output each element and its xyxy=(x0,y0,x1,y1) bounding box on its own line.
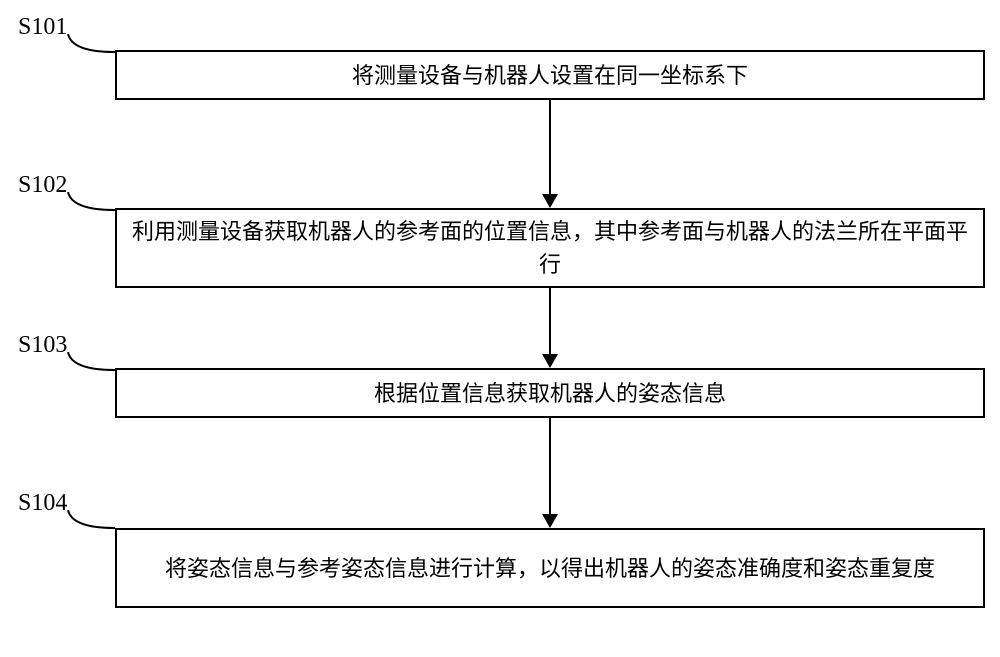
step-text-s103: 根据位置信息获取机器人的姿态信息 xyxy=(374,377,726,410)
step-text-s101: 将测量设备与机器人设置在同一坐标系下 xyxy=(352,59,748,92)
step-box-s102: 利用测量设备获取机器人的参考面的位置信息，其中参考面与机器人的法兰所在平面平行 xyxy=(115,208,985,288)
label-connector-s103 xyxy=(60,352,120,376)
arrow-head-2 xyxy=(542,354,558,368)
arrow-head-1 xyxy=(542,194,558,208)
step-box-s101: 将测量设备与机器人设置在同一坐标系下 xyxy=(115,50,985,100)
label-connector-s102 xyxy=(60,192,120,216)
label-connector-s101 xyxy=(60,34,120,58)
step-text-s102: 利用测量设备获取机器人的参考面的位置信息，其中参考面与机器人的法兰所在平面平行 xyxy=(127,215,973,281)
step-text-s104: 将姿态信息与参考姿态信息进行计算，以得出机器人的姿态准确度和姿态重复度 xyxy=(165,552,935,585)
label-connector-s104 xyxy=(60,510,120,534)
arrow-3 xyxy=(549,418,551,514)
step-box-s103: 根据位置信息获取机器人的姿态信息 xyxy=(115,368,985,418)
arrow-head-3 xyxy=(542,514,558,528)
arrow-1 xyxy=(549,100,551,194)
arrow-2 xyxy=(549,288,551,354)
step-box-s104: 将姿态信息与参考姿态信息进行计算，以得出机器人的姿态准确度和姿态重复度 xyxy=(115,528,985,608)
flowchart-canvas: S101 将测量设备与机器人设置在同一坐标系下 S102 利用测量设备获取机器人… xyxy=(0,0,1000,657)
